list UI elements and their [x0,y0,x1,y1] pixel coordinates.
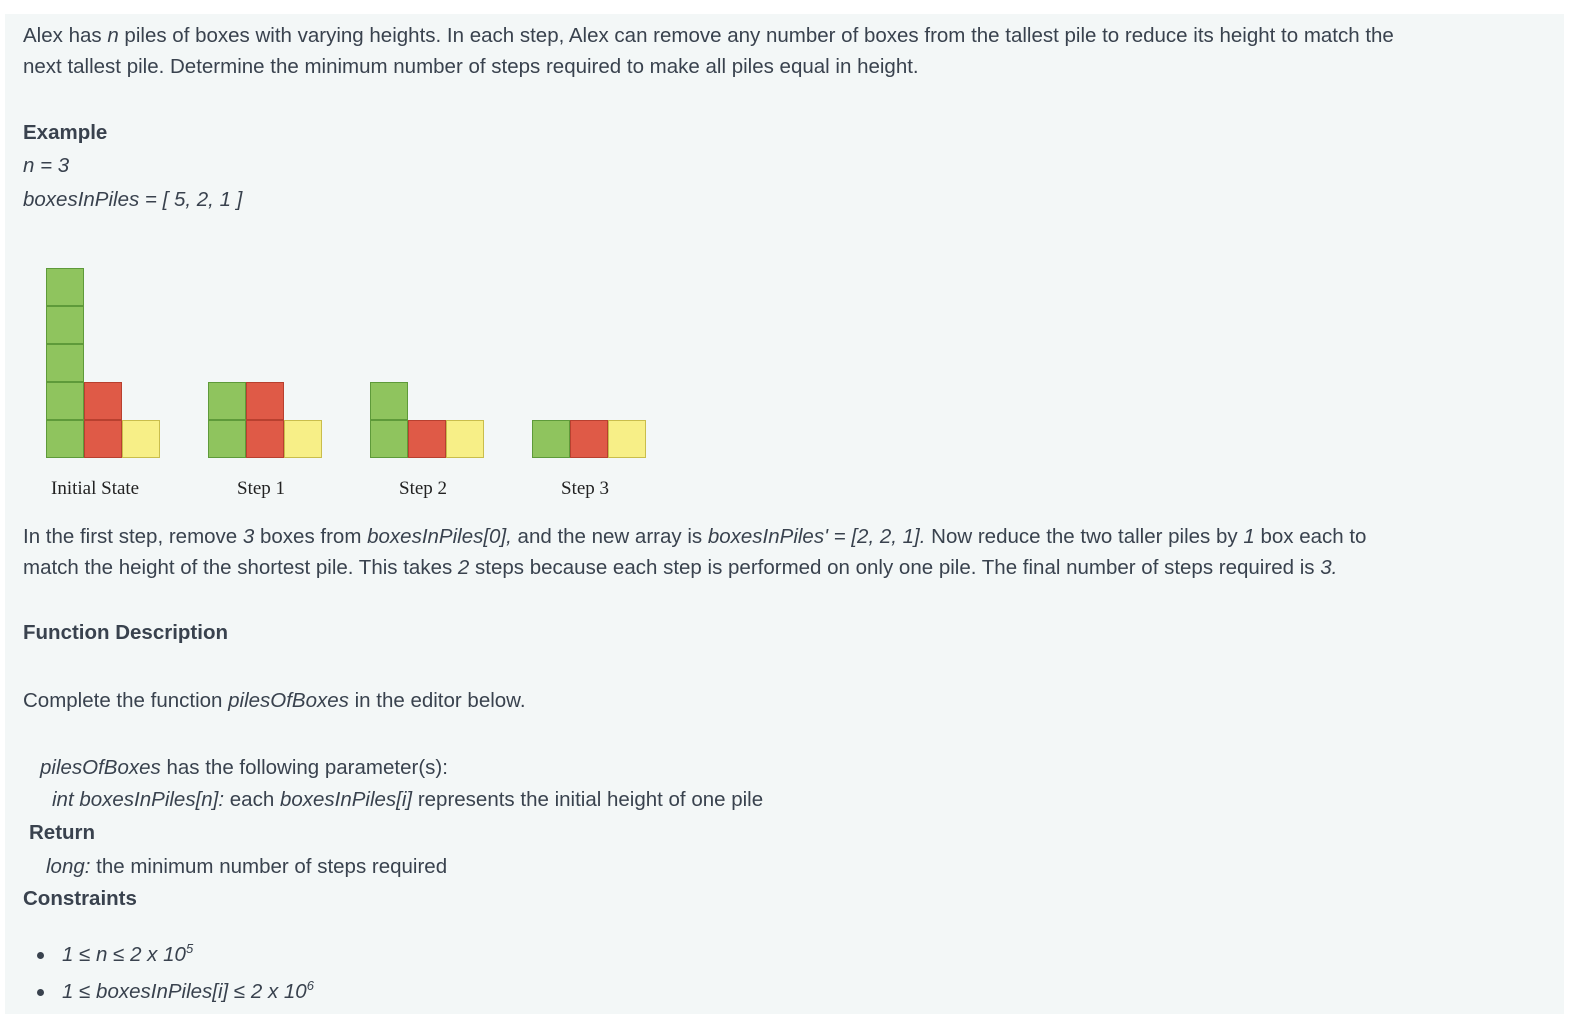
function-description-line: Complete the function pilesOfBoxes in th… [23,685,526,716]
box-green [370,382,408,420]
fd-text: has the following parameter(s): [160,756,448,779]
expl-text: steps because each step is performed on … [469,556,1321,579]
expl-text: boxes from [254,525,368,548]
bullet-icon [37,952,44,959]
expl-num: 3 [242,525,255,548]
fd-text: each [224,788,280,811]
constraint-1: 1 ≤ n ≤ 2 x 105 [62,939,193,970]
expl-num: 1 [1243,525,1255,548]
box-green [46,306,84,344]
box-yellow [122,420,160,458]
state-label: Step 1 [237,478,286,499]
state-label: Step 3 [561,478,610,499]
box-green [532,420,570,458]
box-green [46,268,84,306]
constraint-exponent: 5 [185,941,194,957]
constraint-exponent: 6 [306,978,314,994]
fd-text: represents the initial height of one pil… [412,788,764,811]
example-array: boxesInPiles = [ 5, 2, 1 ] [23,188,243,211]
fd-text: Complete the function [23,689,229,712]
box-green [46,420,84,458]
intro-text-cont: piles of boxes with varying heights. In … [118,24,1394,47]
box-red [246,382,284,420]
explanation-line-2: match the height of the shortest pile. T… [23,552,1337,583]
expl-code: boxesInPiles' = [2, 2, 1]. [707,525,926,548]
intro-n: n [107,24,119,47]
expl-num: 2 [457,556,470,579]
expl-text: In the first step, remove [23,525,243,548]
box-green [46,382,84,420]
example-heading: Example [23,121,108,144]
box-green [208,382,246,420]
fd-text: in the editor below. [348,689,526,712]
parameters-line: pilesOfBoxes has the following parameter… [40,752,448,783]
bullet-icon [37,989,44,996]
box-green [208,420,246,458]
expl-text: and the new array is [511,525,708,548]
expl-code: boxesInPiles[0], [367,525,512,548]
param-code: boxesInPiles[i] [279,788,413,811]
problem-statement [5,14,1564,1014]
state-label: Step 2 [399,478,448,499]
constraints-heading: Constraints [23,887,137,910]
intro-line-1: Alex has n piles of boxes with varying h… [23,20,1394,51]
fd-function-name: pilesOfBoxes [228,689,349,712]
fd-function-name: pilesOfBoxes [40,756,161,779]
expl-text: match the height of the shortest pile. T… [23,556,458,579]
box-red [246,420,284,458]
expl-num: 3. [1320,556,1338,579]
box-red [408,420,446,458]
constraint-2: 1 ≤ boxesInPiles[i] ≤ 2 x 106 [62,976,314,1007]
intro-text: Alex has [23,24,108,47]
return-type: long: [46,855,91,878]
return-line: long: the minimum number of steps requir… [46,851,447,882]
box-red [84,382,122,420]
constraint-text: 1 ≤ n ≤ 2 x 10 [62,943,186,966]
box-yellow [284,420,322,458]
function-description-heading: Function Description [23,621,228,644]
return-heading: Return [29,821,96,844]
explanation-line-1: In the first step, remove 3 boxes from b… [23,521,1366,552]
constraint-text: 1 ≤ boxesInPiles[i] ≤ 2 x 10 [62,980,307,1003]
box-green [46,344,84,382]
expl-text: Now reduce the two taller piles by [925,525,1244,548]
return-desc: the minimum number of steps required [90,855,448,878]
box-yellow [608,420,646,458]
parameter-item: int boxesInPiles[n]: each boxesInPiles[i… [52,784,763,815]
expl-text: box each to [1254,525,1367,548]
box-red [84,420,122,458]
param-signature: int boxesInPiles[n]: [52,788,225,811]
box-red [570,420,608,458]
state-label: Initial State [51,478,140,499]
box-yellow [446,420,484,458]
intro-line-2: next tallest pile. Determine the minimum… [23,55,919,78]
piles-figure [46,268,646,458]
box-green [370,420,408,458]
example-n: n = 3 [23,154,70,177]
